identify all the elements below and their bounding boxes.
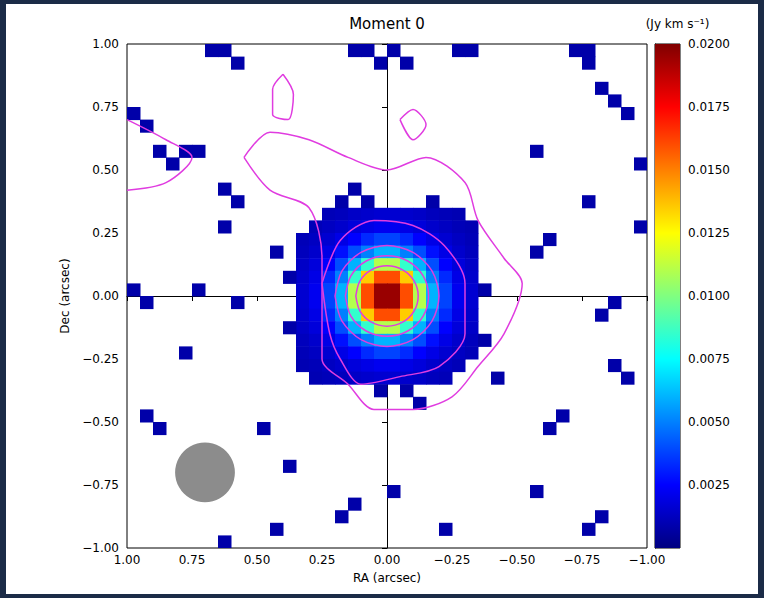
svg-text:−0.75: −0.75 [82,478,119,492]
svg-text:0.0175: 0.0175 [688,100,730,114]
svg-text:−0.50: −0.50 [499,553,536,567]
svg-text:0.75: 0.75 [92,100,119,114]
svg-text:0.0025: 0.0025 [688,478,730,492]
svg-text:0.0075: 0.0075 [688,352,730,366]
svg-text:Dec (arcsec): Dec (arcsec) [58,258,72,333]
svg-text:−0.50: −0.50 [82,415,119,429]
svg-text:0.00: 0.00 [374,553,401,567]
svg-text:0.0125: 0.0125 [688,226,730,240]
svg-text:0.25: 0.25 [309,553,336,567]
svg-text:0.75: 0.75 [179,553,206,567]
svg-text:0.00: 0.00 [92,289,119,303]
svg-text:Moment 0: Moment 0 [349,15,425,33]
svg-text:0.50: 0.50 [92,163,119,177]
svg-text:0.0200: 0.0200 [688,37,730,51]
svg-text:−0.25: −0.25 [434,553,471,567]
svg-text:RA (arcsec): RA (arcsec) [353,571,421,585]
svg-text:−1.00: −1.00 [82,541,119,555]
svg-text:0.0050: 0.0050 [688,415,730,429]
svg-text:0.25: 0.25 [92,226,119,240]
svg-text:1.00: 1.00 [92,37,119,51]
svg-text:0.0150: 0.0150 [688,163,730,177]
svg-text:0.50: 0.50 [244,553,271,567]
svg-text:−0.75: −0.75 [564,553,601,567]
svg-text:−0.25: −0.25 [82,352,119,366]
svg-text:(Jy km s⁻¹): (Jy km s⁻¹) [646,17,710,31]
svg-text:0.0100: 0.0100 [688,289,730,303]
svg-text:−1.00: −1.00 [629,553,666,567]
svg-text:1.00: 1.00 [114,553,141,567]
